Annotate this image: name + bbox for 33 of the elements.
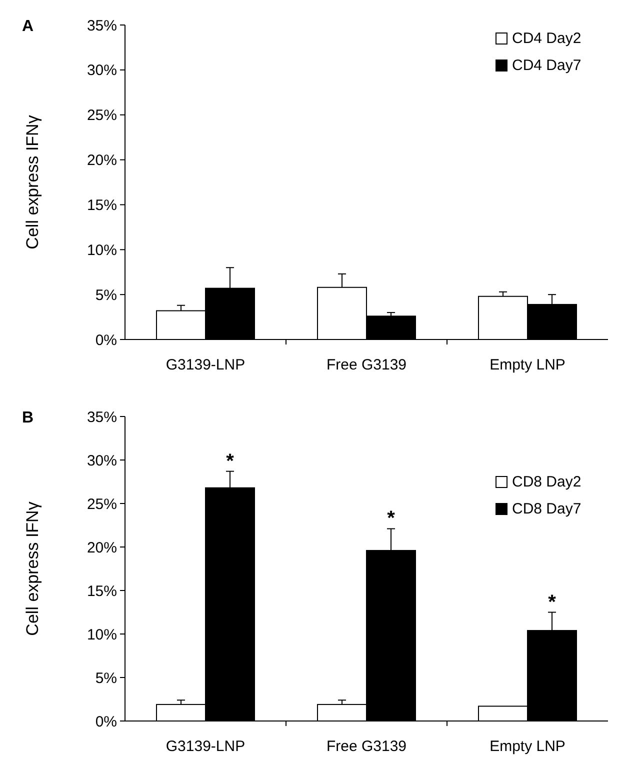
legend-label: CD4 Day7: [512, 57, 582, 74]
y-tick-label: 15%: [86, 196, 117, 214]
x-tick-label: Empty LNP: [490, 356, 566, 374]
y-tick-label: 20%: [86, 152, 117, 170]
y-axis-title: Cell express IFNγ: [23, 114, 42, 250]
x-tick-label: G3139-LNP: [166, 356, 246, 374]
y-tick-label: 10%: [86, 242, 117, 259]
y-tick-label: 30%: [86, 452, 117, 470]
x-tick-label: Free G3139: [326, 356, 407, 374]
y-tick-label: 10%: [86, 626, 117, 644]
annotation: *: [548, 591, 556, 614]
annotation: *: [387, 508, 396, 530]
y-tick-label: 25%: [86, 107, 117, 124]
y-tick-label: 35%: [86, 408, 117, 426]
x-tick-label: G3139-LNP: [166, 738, 246, 755]
y-axis-title: Cell express IFNγ: [23, 501, 42, 636]
y-tick-label: 35%: [86, 17, 117, 34]
chart-title: A: [22, 18, 34, 35]
y-tick-label: 0%: [95, 713, 117, 730]
y-tick-label: 15%: [86, 582, 117, 600]
y-tick-label: 5%: [95, 670, 117, 687]
annotation: *: [226, 450, 234, 472]
y-tick-label: 20%: [86, 539, 117, 556]
legend-label: CD4 Day2: [512, 30, 582, 47]
legend-label: CD8 Day7: [512, 500, 582, 518]
x-tick-label: Free G3139: [326, 738, 407, 755]
y-tick-label: 25%: [86, 496, 117, 513]
y-tick-label: 5%: [95, 286, 117, 304]
x-tick-label: Empty LNP: [490, 738, 566, 755]
y-tick-label: 0%: [95, 332, 117, 349]
y-tick-label: 30%: [86, 62, 117, 80]
legend-label: CD8 Day2: [512, 474, 582, 490]
chart-title: B: [22, 410, 34, 426]
